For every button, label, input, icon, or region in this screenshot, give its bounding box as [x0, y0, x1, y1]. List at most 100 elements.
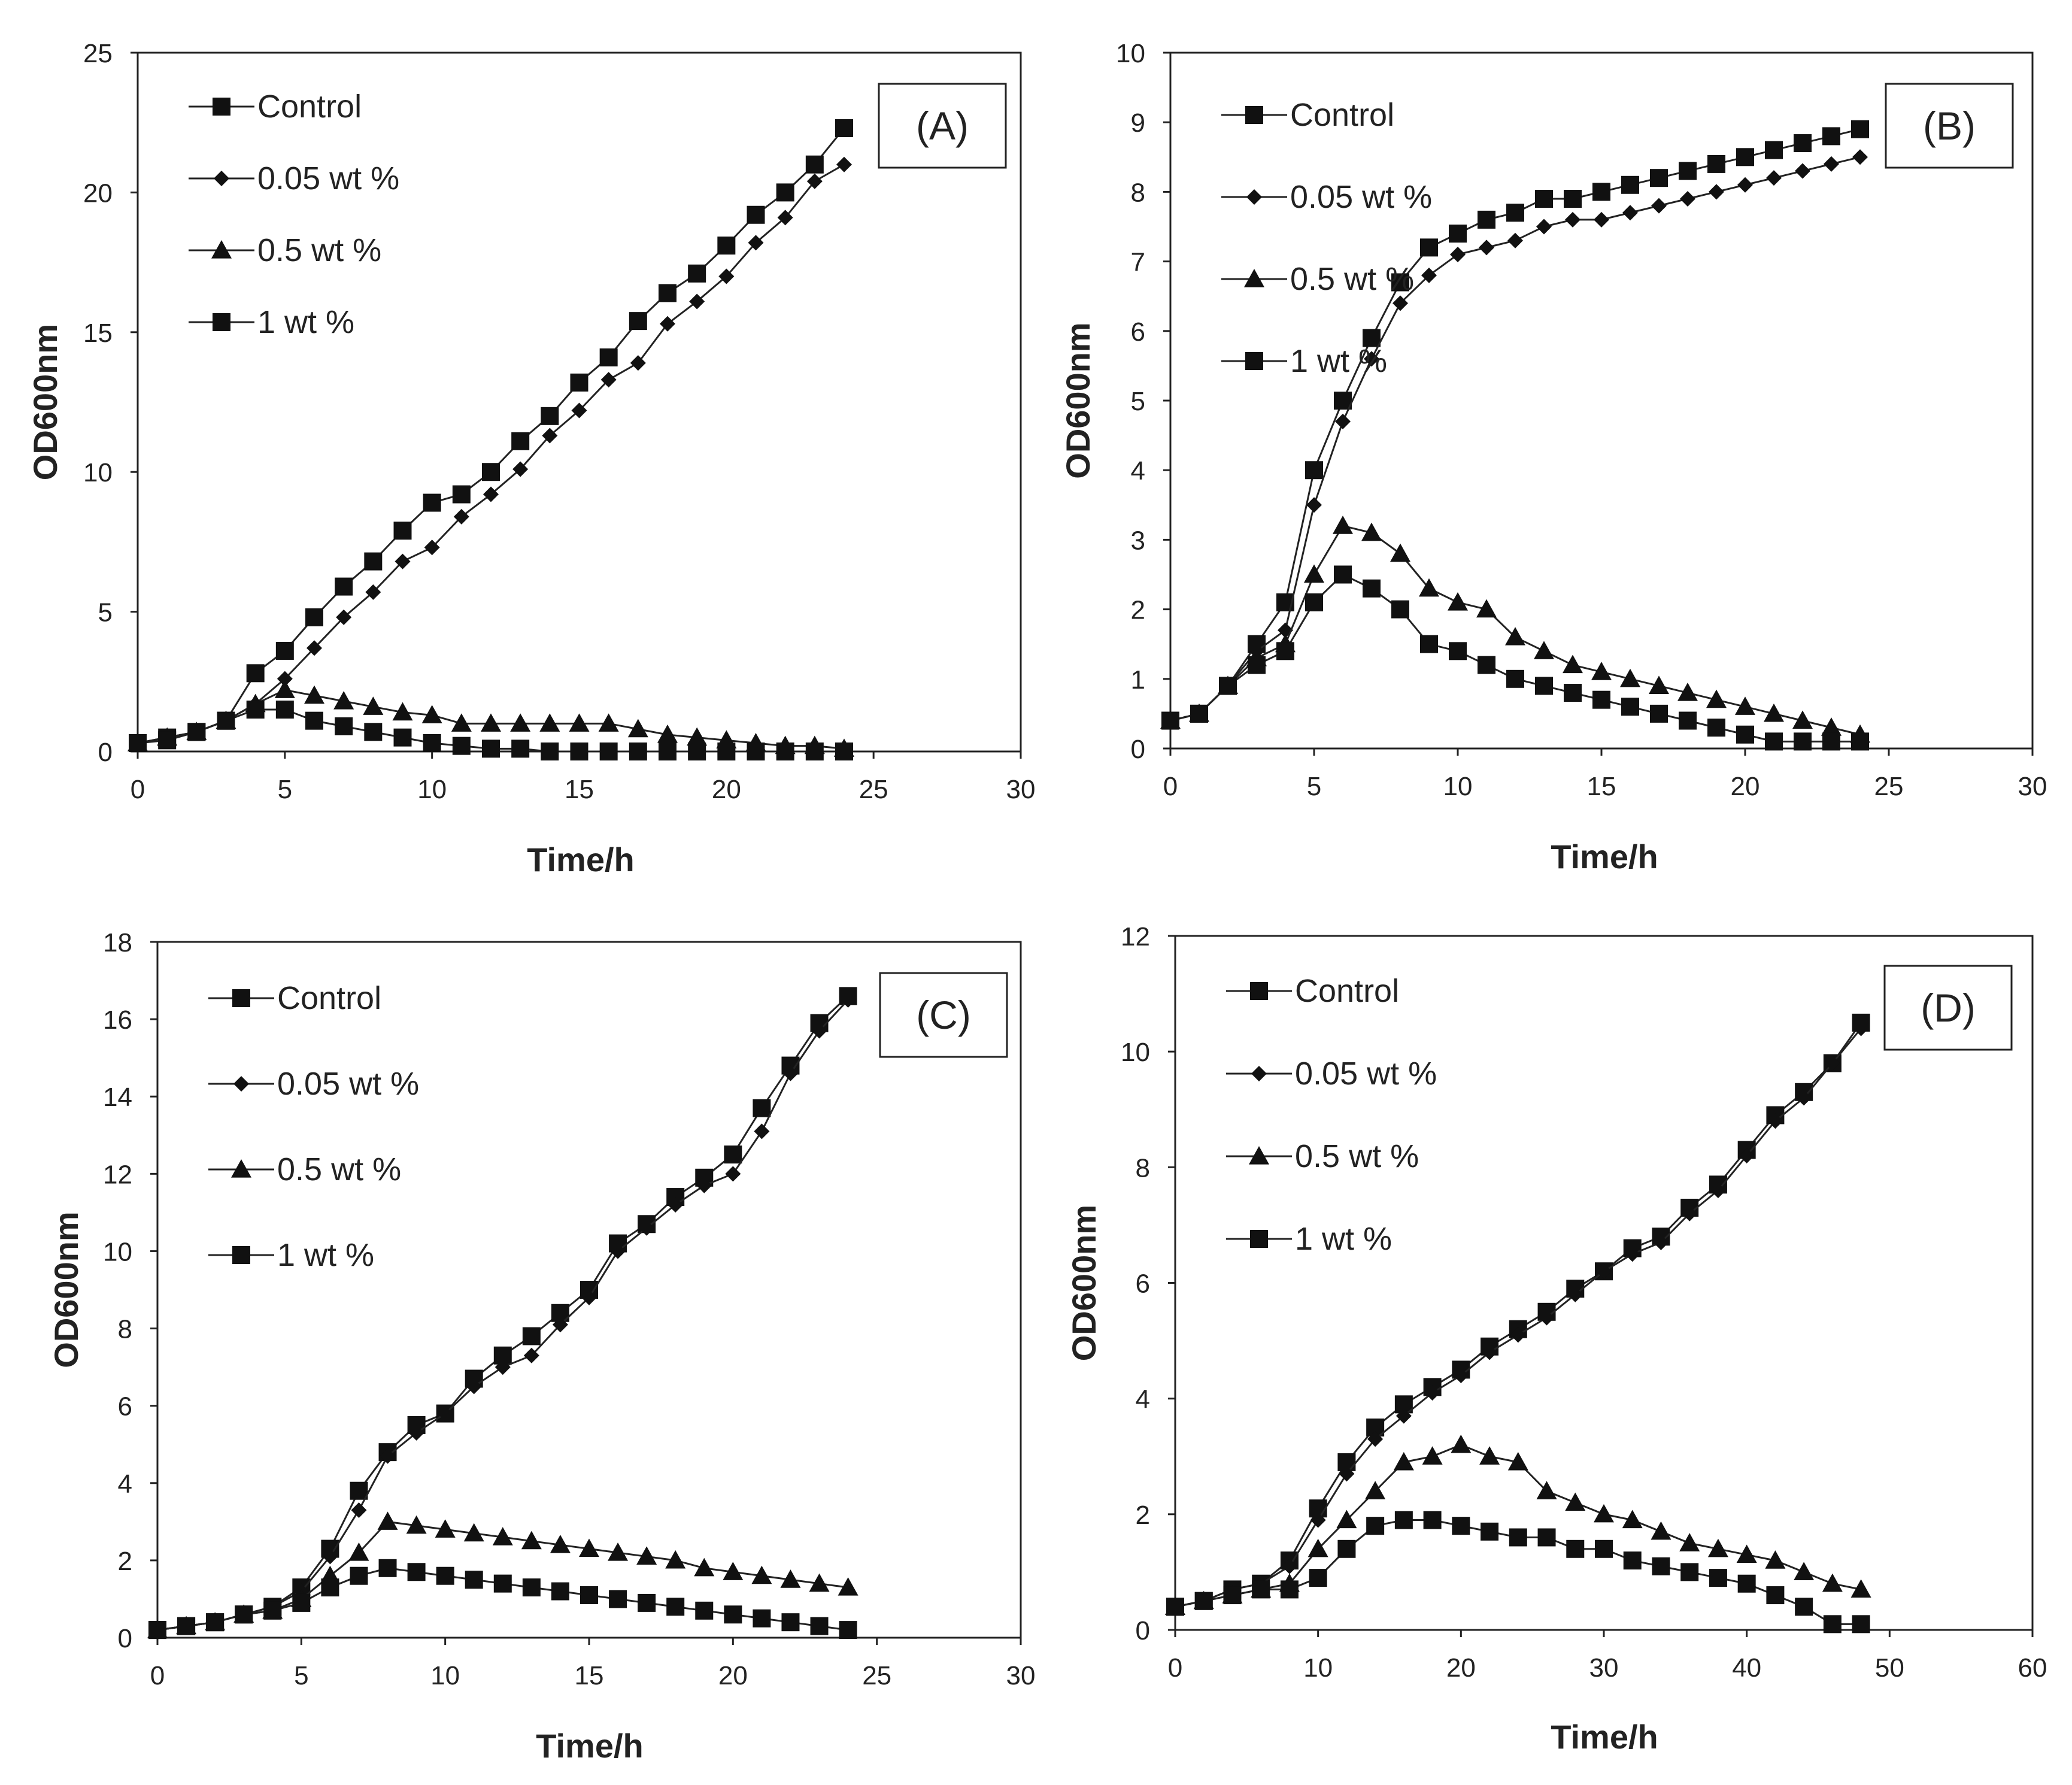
y-tick-label: 7 — [1131, 248, 1145, 277]
data-point — [747, 205, 765, 224]
data-point — [1623, 1551, 1642, 1570]
data-point — [1851, 120, 1869, 138]
x-tick-label: 30 — [1006, 1661, 1036, 1690]
data-point — [1394, 1511, 1413, 1529]
data-point — [835, 743, 853, 760]
data-point — [1194, 1592, 1213, 1610]
y-tick-label: 25 — [83, 39, 113, 68]
y-tick-label: 9 — [1131, 108, 1145, 138]
legend-marker — [1250, 1230, 1268, 1248]
series-4 — [1166, 1511, 1870, 1634]
panel-label-box — [879, 972, 1008, 1058]
data-point — [521, 1531, 542, 1550]
data-point — [751, 1565, 772, 1584]
data-point — [1594, 211, 1609, 228]
data-point — [1596, 1263, 1612, 1280]
data-point — [1309, 1569, 1327, 1587]
data-point — [1707, 719, 1725, 737]
data-point — [598, 713, 619, 732]
data-point — [1624, 1246, 1640, 1262]
data-point — [541, 743, 559, 760]
x-axis-title: Time/h — [536, 1727, 643, 1765]
panel-label: (C) — [916, 993, 971, 1037]
data-point — [610, 1243, 626, 1259]
legend-label: Control — [277, 980, 381, 1016]
data-point — [1794, 134, 1812, 153]
y-tick-label: 14 — [103, 1083, 132, 1112]
data-point — [1452, 1517, 1470, 1535]
x-tick-label: 0 — [1168, 1653, 1182, 1683]
data-point — [1680, 191, 1695, 207]
data-point — [335, 717, 353, 735]
data-point — [292, 1593, 311, 1612]
legend-marker — [1249, 1146, 1269, 1165]
data-point — [1591, 662, 1612, 680]
data-point — [481, 713, 501, 732]
chart-panel-a: 0 5 10 15 20 25 30 0 5 10 15 20 25 Time/h OD600nm Contr… — [26, 39, 1035, 878]
legend: Control 0.05 wt % 0.5 wt % 1 wt % — [1226, 973, 1437, 1257]
data-point — [421, 705, 442, 723]
panel-label: (B) — [1923, 104, 1976, 148]
data-point — [1248, 656, 1266, 674]
x-tick-label: 50 — [1875, 1653, 1904, 1683]
data-point — [1363, 579, 1381, 598]
data-point — [1449, 642, 1467, 660]
data-point — [1824, 156, 1839, 172]
data-point — [1420, 238, 1438, 257]
data-point — [1651, 1521, 1671, 1540]
data-point — [1592, 690, 1610, 709]
data-point — [1306, 497, 1322, 513]
data-point — [636, 1546, 657, 1565]
data-point — [581, 1289, 597, 1305]
data-point — [659, 284, 676, 302]
data-point — [627, 719, 648, 738]
data-point — [1391, 600, 1409, 619]
data-point — [723, 1562, 744, 1580]
data-point — [1709, 1569, 1727, 1587]
data-point — [1622, 1510, 1643, 1529]
data-point — [129, 734, 147, 752]
y-tick-label: 5 — [98, 598, 113, 628]
data-point — [805, 155, 824, 174]
y-tick-label: 12 — [103, 1160, 132, 1189]
data-point — [1506, 669, 1524, 688]
data-point — [492, 1527, 513, 1545]
data-point — [600, 372, 617, 388]
data-point — [1478, 210, 1495, 229]
data-point — [335, 577, 353, 596]
legend-label: 0.5 wt % — [1290, 261, 1414, 297]
data-point — [1423, 1511, 1442, 1529]
data-point — [1563, 654, 1583, 674]
x-tick-label: 25 — [1874, 772, 1904, 801]
data-point — [1621, 175, 1639, 194]
data-point — [753, 1099, 771, 1117]
data-point — [235, 1605, 253, 1624]
data-point — [1739, 1148, 1755, 1164]
x-tick-label: 30 — [1589, 1653, 1619, 1683]
data-point — [1796, 1090, 1812, 1106]
data-point — [1334, 565, 1352, 584]
data-point — [1422, 1446, 1443, 1465]
data-point — [1709, 184, 1724, 200]
legend-marker — [1251, 1066, 1267, 1081]
data-point — [1419, 578, 1439, 597]
legend-label: 0.5 wt % — [257, 232, 381, 268]
data-point — [1506, 204, 1524, 222]
x-tick-label: 0 — [150, 1661, 165, 1690]
data-point — [393, 522, 412, 540]
data-point — [1679, 711, 1697, 730]
data-point — [696, 1177, 712, 1193]
data-point — [452, 737, 471, 755]
data-point — [1649, 675, 1669, 695]
legend-label: 1 wt % — [277, 1237, 374, 1273]
data-point — [571, 402, 587, 419]
data-point — [1565, 1492, 1586, 1511]
y-tick-label: 0 — [98, 738, 113, 767]
data-point — [364, 723, 383, 741]
data-point — [395, 553, 411, 569]
legend-marker — [1250, 982, 1268, 1000]
panel-label-box — [878, 83, 1007, 169]
panel-label-box — [1885, 83, 2014, 169]
data-point — [1765, 141, 1783, 159]
panel-label: (A) — [916, 104, 969, 148]
